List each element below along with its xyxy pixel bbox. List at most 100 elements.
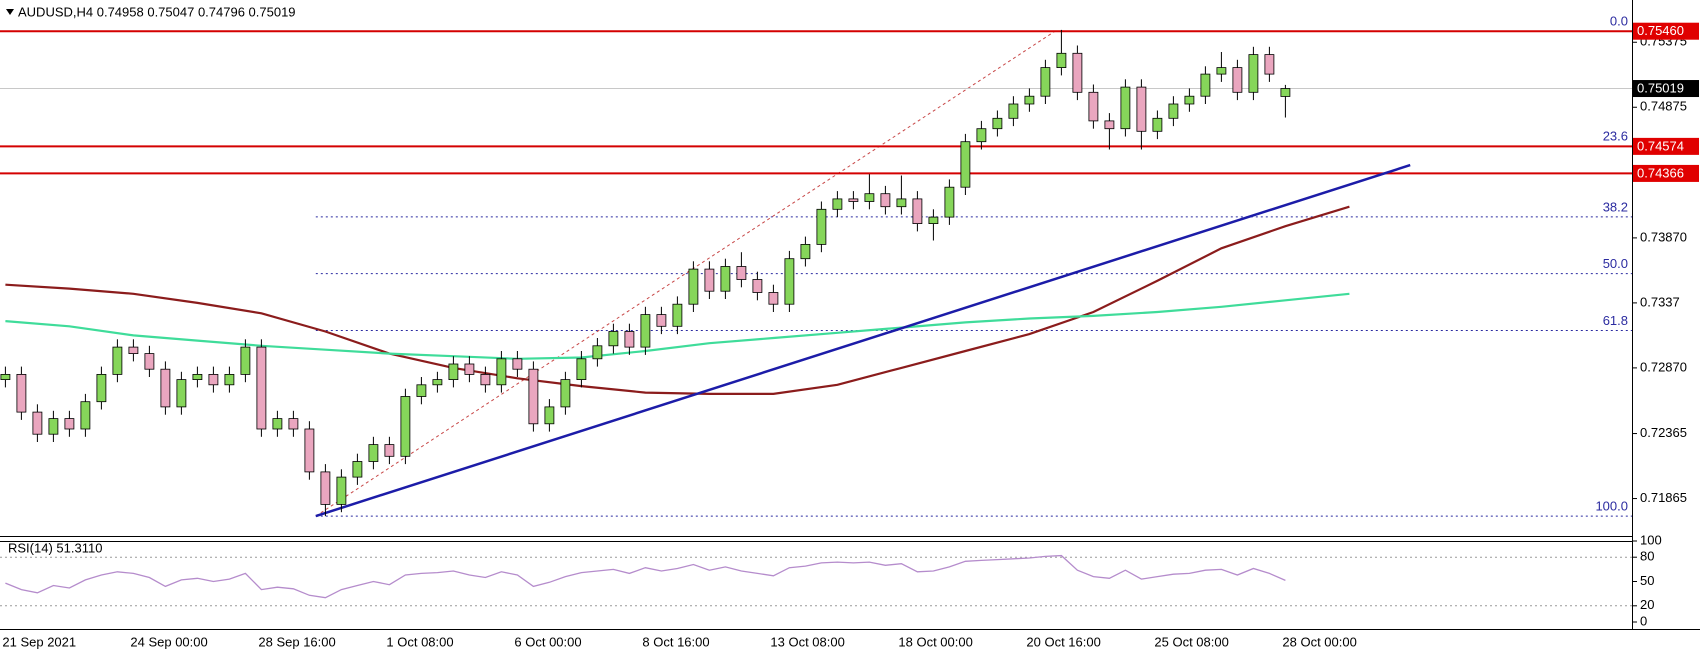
candle-body bbox=[688, 268, 699, 305]
candle-body bbox=[512, 358, 523, 370]
y-tick-label: 0.71865 bbox=[1640, 490, 1687, 505]
candle-body bbox=[336, 476, 347, 505]
rsi-line bbox=[5, 554, 1286, 599]
candle-body bbox=[1120, 86, 1131, 130]
price-box bbox=[1633, 164, 1699, 182]
price-box-label: 0.74366 bbox=[1637, 165, 1684, 180]
candle-body bbox=[1168, 103, 1179, 119]
y-tick-label: 0.7337 bbox=[1640, 294, 1680, 309]
candle-body bbox=[480, 373, 491, 386]
fib-label: 61.8 bbox=[1603, 313, 1628, 328]
x-tick-label: 6 Oct 00:00 bbox=[514, 634, 581, 649]
candle-body bbox=[960, 141, 971, 188]
candle-body bbox=[752, 279, 763, 293]
menu-arrow bbox=[6, 9, 14, 15]
candle-body bbox=[1152, 117, 1163, 132]
candle-body bbox=[912, 198, 923, 224]
candle-body bbox=[1232, 67, 1243, 93]
candle-body bbox=[656, 314, 667, 327]
candle-body bbox=[240, 346, 251, 375]
candle-body bbox=[16, 373, 27, 413]
candle-body bbox=[736, 266, 747, 280]
candle-body bbox=[1200, 73, 1211, 97]
candle-body bbox=[896, 198, 907, 208]
candle-body bbox=[112, 346, 123, 375]
fib-label: 23.6 bbox=[1603, 128, 1628, 143]
candle-body bbox=[432, 379, 443, 386]
candle-body bbox=[576, 358, 587, 380]
candle-body bbox=[272, 418, 283, 430]
x-tick-label: 21 Sep 2021 bbox=[2, 634, 76, 649]
candle-body bbox=[1008, 103, 1019, 119]
candle-body bbox=[176, 379, 187, 408]
x-tick-label: 20 Oct 16:00 bbox=[1026, 634, 1100, 649]
candle-body bbox=[256, 346, 267, 430]
candle-body bbox=[720, 266, 731, 292]
candle-body bbox=[832, 198, 843, 210]
candle-body bbox=[1184, 95, 1195, 105]
candle-body bbox=[368, 444, 379, 462]
candle-body bbox=[1072, 52, 1083, 93]
candle-body bbox=[816, 208, 827, 245]
y-tick-label: 0.72870 bbox=[1640, 359, 1687, 374]
candle-body bbox=[592, 345, 603, 360]
candle-body bbox=[80, 401, 91, 430]
candle-body bbox=[624, 331, 635, 348]
candle-body bbox=[208, 373, 219, 386]
price-box-label: 0.75019 bbox=[1637, 80, 1684, 95]
candle-body bbox=[1024, 95, 1035, 105]
candle-body bbox=[0, 373, 11, 380]
plot-layer: 0.71865 0.72365 0.72870 0.7337 0.73870 0.7487… bbox=[0, 14, 1699, 649]
x-tick-label: 24 Sep 00:00 bbox=[130, 634, 207, 649]
candle-body bbox=[400, 396, 411, 457]
candle-body bbox=[352, 461, 363, 478]
rsi-y-tick-label: 20 bbox=[1640, 597, 1654, 612]
candle-body bbox=[64, 418, 75, 430]
candle-body bbox=[320, 471, 331, 505]
candle-body bbox=[224, 373, 235, 386]
candle-body bbox=[288, 418, 299, 430]
candle-body bbox=[608, 331, 619, 347]
candle-body bbox=[992, 117, 1003, 130]
candle-body bbox=[768, 292, 779, 305]
fib-label: 0.0 bbox=[1610, 14, 1628, 29]
fib-label: 100.0 bbox=[1595, 499, 1628, 514]
candle-body bbox=[128, 346, 139, 355]
candle-body bbox=[848, 198, 859, 202]
candle-body bbox=[784, 258, 795, 305]
x-tick-label: 28 Oct 00:00 bbox=[1282, 634, 1356, 649]
candle-body bbox=[160, 368, 171, 408]
candle-body bbox=[976, 128, 987, 143]
candle-body bbox=[560, 379, 571, 408]
candle-body bbox=[1280, 88, 1291, 97]
moving-average bbox=[5, 292, 1350, 360]
fib-label: 38.2 bbox=[1603, 199, 1628, 214]
candle-body bbox=[464, 363, 475, 375]
candle-body bbox=[496, 358, 507, 386]
candle-body bbox=[48, 418, 59, 435]
rsi-y-tick-label: 100 bbox=[1640, 532, 1662, 547]
candle-body bbox=[304, 428, 315, 473]
candle-body bbox=[448, 363, 459, 380]
candle-body bbox=[800, 243, 811, 260]
candle-body bbox=[1040, 67, 1051, 97]
rsi-y-tick-label: 50 bbox=[1640, 573, 1654, 588]
price-box-label: 0.74574 bbox=[1637, 138, 1684, 153]
candle-body bbox=[864, 193, 875, 202]
candle-body bbox=[544, 406, 555, 425]
x-tick-label: 28 Sep 16:00 bbox=[258, 634, 335, 649]
x-tick-label: 25 Oct 08:00 bbox=[1154, 634, 1228, 649]
candle-body bbox=[1264, 54, 1275, 75]
x-tick-label: 13 Oct 08:00 bbox=[770, 634, 844, 649]
candle-body bbox=[528, 368, 539, 425]
candle-body bbox=[144, 353, 155, 370]
candle-body bbox=[640, 314, 651, 348]
candle-body bbox=[704, 268, 715, 292]
fib-label: 50.0 bbox=[1603, 256, 1628, 271]
price-box bbox=[1633, 22, 1699, 40]
candle-body bbox=[32, 411, 43, 435]
candle-body bbox=[880, 193, 891, 208]
